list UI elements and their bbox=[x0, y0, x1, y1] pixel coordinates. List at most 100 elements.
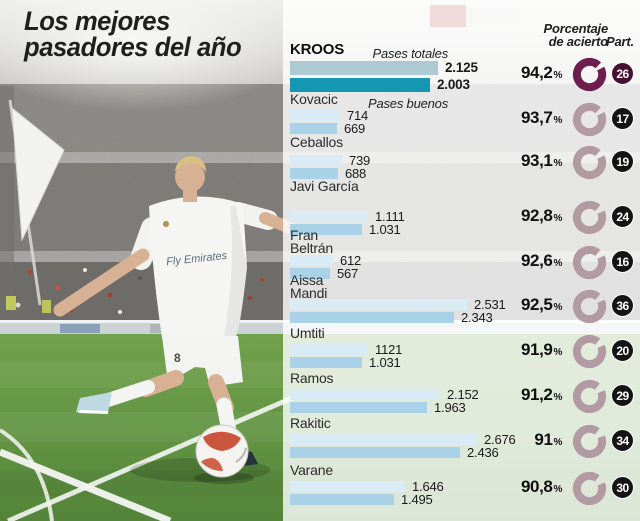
value-pases-buenos: 1.495 bbox=[401, 492, 433, 507]
matches-badge: 19 bbox=[611, 150, 634, 173]
value-pases-totales: 612 bbox=[340, 253, 362, 268]
value-pases-buenos: 567 bbox=[337, 266, 359, 281]
title-line1: Los mejores bbox=[24, 6, 170, 36]
accuracy-number: 93,7 bbox=[521, 108, 553, 127]
bar-pases-totales bbox=[290, 299, 467, 310]
accuracy-number: 92,8 bbox=[521, 206, 553, 225]
value-pases-buenos: 669 bbox=[344, 121, 366, 136]
value-pases-buenos: 1.031 bbox=[369, 355, 401, 370]
accuracy-value: 90,8% bbox=[488, 477, 562, 499]
matches-badge: 29 bbox=[611, 384, 634, 407]
accuracy-value: 93,7% bbox=[488, 108, 562, 130]
accuracy-number: 91,2 bbox=[521, 385, 553, 404]
matches-badge: 17 bbox=[611, 107, 634, 130]
percent-sign: % bbox=[553, 70, 563, 81]
soccer-ball-icon bbox=[194, 424, 254, 484]
value-pases-buenos: 688 bbox=[345, 166, 367, 181]
col-header-accuracy: Porcentaje de acierto bbox=[543, 21, 609, 49]
accuracy-value: 92,6% bbox=[488, 251, 562, 273]
title-line2: pasadores del año bbox=[24, 32, 242, 62]
percent-sign: % bbox=[553, 213, 563, 224]
bar-pases-buenos bbox=[290, 402, 427, 413]
player-boot bbox=[76, 392, 112, 413]
bar-pases-totales bbox=[290, 110, 340, 121]
bar-pases-totales bbox=[290, 155, 342, 166]
accuracy-value: 92,8% bbox=[488, 206, 562, 228]
corner-arc-line bbox=[0, 428, 54, 521]
value-pases-totales: 714 bbox=[347, 108, 369, 123]
infographic-title: Los mejores pasadores del año bbox=[24, 6, 242, 62]
title-haze bbox=[0, 0, 300, 110]
matches-badge: 34 bbox=[611, 429, 634, 452]
bar-pases-buenos bbox=[290, 494, 394, 505]
matches-badge: 20 bbox=[611, 339, 634, 362]
player-name: Aissa Mandi bbox=[290, 272, 328, 301]
value-pases-totales: 2.125 bbox=[445, 60, 478, 75]
value-pases-totales: 2.676 bbox=[484, 432, 516, 447]
legend-pases-totales: Pases totales bbox=[372, 46, 449, 61]
value-pases-buenos: 2.436 bbox=[467, 445, 499, 460]
percent-sign: % bbox=[553, 437, 563, 448]
bar-pases-buenos bbox=[290, 224, 362, 235]
value-pases-buenos: 1.031 bbox=[369, 222, 401, 237]
percent-sign: % bbox=[553, 115, 563, 126]
player-name: Umtiti bbox=[290, 325, 325, 341]
player-head bbox=[175, 162, 205, 192]
value-pases-totales: 2.152 bbox=[447, 387, 479, 402]
matches-badge: 24 bbox=[611, 205, 634, 228]
player-hair bbox=[175, 156, 206, 172]
accuracy-value: 91% bbox=[488, 430, 562, 452]
col-header-participation: Part. bbox=[606, 34, 634, 49]
accuracy-value: 94,2% bbox=[488, 63, 562, 85]
bar-pases-buenos bbox=[290, 268, 330, 279]
player-name: KROOS bbox=[290, 41, 345, 58]
accuracy-value: 91,2% bbox=[488, 385, 562, 407]
value-pases-totales: 1121 bbox=[375, 342, 403, 357]
bar-pases-totales bbox=[290, 389, 440, 400]
percent-sign: % bbox=[553, 258, 563, 269]
bar-pases-buenos bbox=[290, 168, 338, 179]
value-pases-totales: 1.646 bbox=[412, 479, 444, 494]
bar-pases-buenos bbox=[290, 123, 337, 134]
pitch-line bbox=[7, 395, 293, 521]
player-name: Varane bbox=[290, 462, 333, 478]
accuracy-value: 91,9% bbox=[488, 340, 562, 362]
accuracy-value: 93,1% bbox=[488, 151, 562, 173]
shorts-number-text: 8 bbox=[174, 351, 181, 365]
accuracy-number: 94,2 bbox=[521, 63, 553, 82]
value-pases-totales: 739 bbox=[349, 153, 371, 168]
accuracy-number: 90,8 bbox=[521, 477, 553, 496]
value-pases-totales: 2.531 bbox=[474, 297, 506, 312]
accuracy-value: 92,5% bbox=[488, 295, 562, 317]
accuracy-number: 91,9 bbox=[521, 340, 553, 359]
player-name: Kovacic bbox=[290, 91, 338, 107]
player-name: Javi García bbox=[290, 178, 359, 194]
corner-flag-icon bbox=[8, 99, 65, 306]
player-name: Ramos bbox=[290, 370, 334, 386]
legend-pases-buenos: Pases buenos bbox=[368, 96, 448, 111]
accuracy-number: 93,1 bbox=[521, 151, 553, 170]
bar-pases-buenos bbox=[290, 312, 454, 323]
bar-pases-buenos bbox=[290, 447, 460, 458]
percent-sign: % bbox=[553, 347, 563, 358]
bar-pases-totales bbox=[290, 255, 333, 266]
player-figure: Fly Emirates 8 bbox=[53, 156, 309, 482]
percent-sign: % bbox=[553, 484, 563, 495]
matches-badge: 26 bbox=[611, 62, 634, 85]
club-crest-icon bbox=[163, 221, 169, 227]
percent-sign: % bbox=[553, 392, 563, 403]
bar-pases-totales bbox=[290, 211, 368, 222]
accuracy-number: 91 bbox=[534, 430, 553, 449]
accuracy-number: 92,6 bbox=[521, 251, 553, 270]
percent-sign: % bbox=[553, 158, 563, 169]
bar-pases-buenos bbox=[290, 357, 362, 368]
matches-badge: 36 bbox=[611, 294, 634, 317]
player-name: Fran Beltrán bbox=[290, 227, 333, 256]
percent-sign: % bbox=[553, 302, 563, 313]
bar-pases-totales bbox=[290, 434, 477, 445]
bar-pases-totales bbox=[290, 344, 368, 355]
matches-badge: 30 bbox=[611, 476, 634, 499]
bar-pases-totales bbox=[290, 61, 438, 75]
player-name: Rakitic bbox=[290, 415, 331, 431]
